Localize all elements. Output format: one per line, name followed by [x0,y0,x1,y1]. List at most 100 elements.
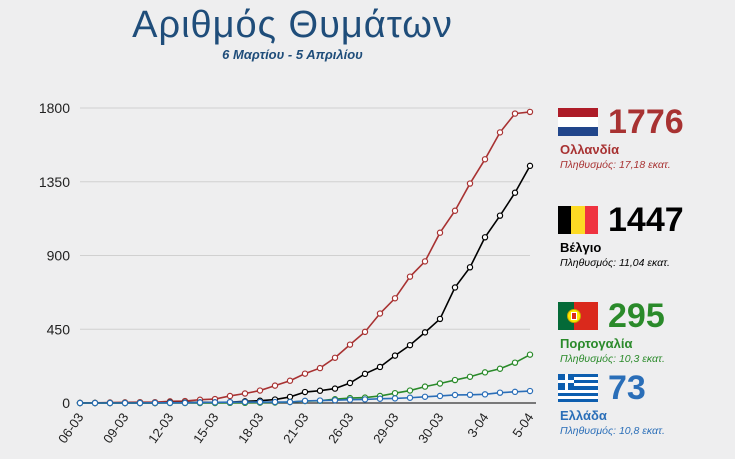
legend-belgium-country: Βέλγιο [560,240,602,255]
data-point [106,399,114,407]
data-point [241,390,249,397]
chart-subtitle: 6 Μαρτίου - 5 Απριλίου [222,47,363,62]
data-point [226,398,234,406]
x-tick-label: 29-03 [370,410,401,446]
data-point [181,399,189,407]
y-tick-label: 900 [47,248,71,264]
legend-portugal-value: 295 [608,297,665,335]
data-point [301,397,309,405]
data-point [361,370,369,378]
y-tick-label: 1350 [39,174,70,190]
data-point [466,180,474,187]
data-point [466,264,474,271]
portugal-flag-icon [558,302,598,330]
legend-belgium-population: Πληθυσμός: 11,04 εκατ. [560,257,670,269]
x-tick-label: 26-03 [325,410,356,446]
data-point [346,379,354,387]
y-tick-label: 1800 [39,100,70,116]
grid-lines [80,107,530,330]
data-point [316,364,324,372]
data-point [421,258,429,265]
legend-netherlands-population: Πληθυσμός: 17,18 εκατ. [560,159,671,171]
data-point [376,395,384,402]
data-point [451,284,459,291]
data-point [316,397,324,404]
data-point [526,351,534,358]
data-point [481,156,489,163]
x-tick-label: 3-04 [464,410,491,440]
data-point [211,399,219,406]
data-point [496,129,504,136]
greece-flag-icon [558,374,598,402]
data-point [376,310,384,317]
data-point [196,399,204,406]
data-point [421,383,429,390]
legend-greece-value: 73 [608,369,646,407]
data-point [481,369,489,376]
belgium-flag-icon [558,206,598,234]
series-line [80,353,531,404]
x-tick-label: 30-03 [415,410,446,446]
data-point [226,392,234,400]
data-point [316,387,324,394]
y-tick-label: 0 [62,395,70,411]
series-Ελλάδα [76,387,534,407]
data-point [136,399,144,407]
data-point [526,162,534,170]
data-point [451,391,459,399]
data-point [331,385,339,392]
series-line [80,165,531,404]
data-point [451,207,459,214]
chart-title: Αριθμός Θυμάτων [132,4,453,46]
data-point [406,394,414,401]
data-point [481,391,489,398]
data-point [121,399,129,407]
data-point [271,382,279,389]
data-point [406,273,414,280]
data-point [406,387,414,394]
data-point [421,393,429,400]
data-point [286,398,294,406]
data-point [346,396,354,403]
data-point [376,363,384,371]
data-point [301,388,309,396]
data-point [301,370,309,377]
x-tick-label: 09-03 [100,410,131,446]
x-tick-label: 12-03 [145,410,176,446]
data-point [76,399,84,407]
series-line [80,111,531,404]
legend-belgium-value: 1447 [608,201,684,239]
data-point [391,389,399,397]
x-tick-label: 5-04 [509,410,536,440]
data-point [526,387,534,395]
legend-netherlands-country: Ολλανδία [560,142,620,157]
data-point [166,399,174,407]
data-point [256,387,264,394]
data-point [511,189,519,196]
data-point [151,399,159,407]
data-point [436,380,444,387]
data-point [511,359,519,366]
data-point [256,398,264,406]
data-point [436,315,444,323]
data-point [481,234,489,241]
data-point [91,399,99,407]
data-point [346,341,354,348]
series-Πορτογαλία [76,351,534,407]
x-tick-label: 18-03 [235,410,266,446]
data-point [286,377,294,384]
data-point [361,396,369,403]
data-point [361,328,369,336]
legend-greece-population: Πληθυσμός: 10,8 εκατ. [560,425,665,437]
legend-greece-country: Ελλάδα [560,408,607,423]
data-point [331,354,339,361]
data-point [436,229,444,236]
data-point [496,212,504,219]
y-tick-label: 450 [47,321,71,337]
x-tick-label: 21-03 [280,410,311,446]
data-point [406,341,414,349]
x-tick-label: 06-03 [55,410,86,446]
data-point [241,398,249,406]
data-point [421,329,429,336]
